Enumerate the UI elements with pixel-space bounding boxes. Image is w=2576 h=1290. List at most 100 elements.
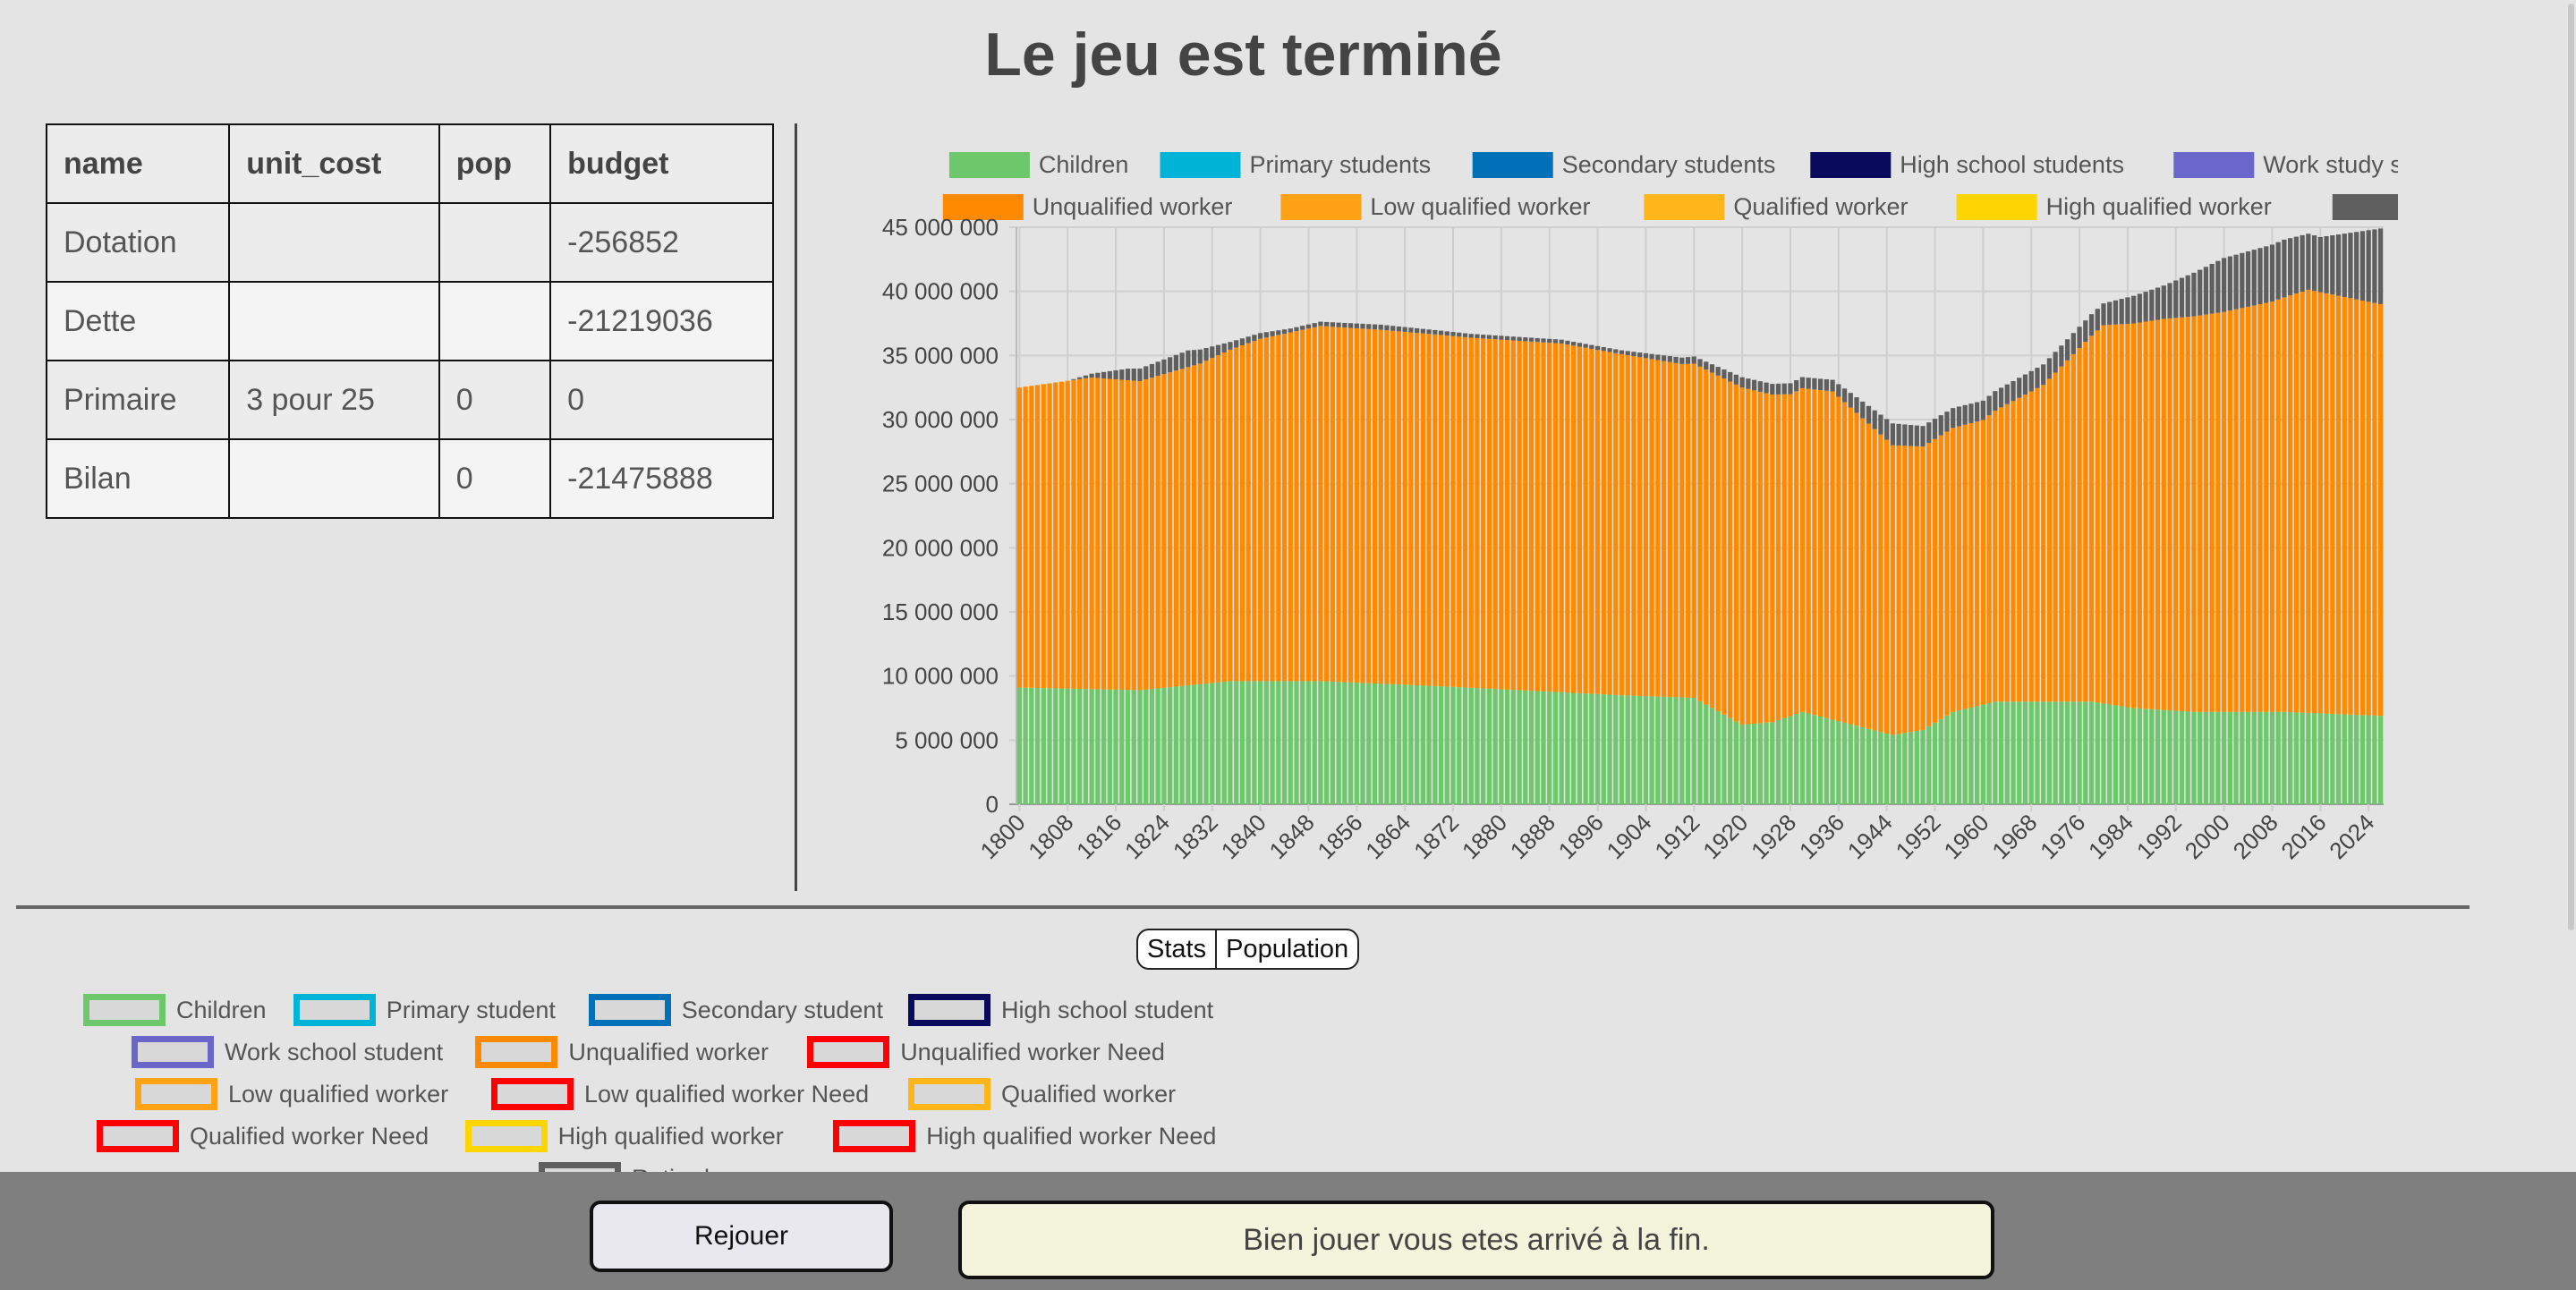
bar-segment: [1186, 367, 1191, 686]
scrollbar[interactable]: [2563, 0, 2576, 1172]
bar-segment: [1468, 337, 1474, 688]
bar-segment: [1197, 363, 1203, 684]
tab-population[interactable]: Population: [1215, 930, 1357, 968]
legend-swatch: [908, 994, 990, 1026]
bar-segment: [2300, 292, 2305, 713]
bar-segment: [2095, 330, 2100, 703]
bar-segment: [1830, 719, 1835, 804]
bar-segment: [1510, 690, 1516, 804]
bar-segment: [1415, 327, 1420, 334]
bar-segment: [2359, 300, 2366, 716]
bar-segment: [1908, 732, 1914, 804]
bar-segment: [2041, 385, 2046, 702]
replay-button[interactable]: Rejouer: [590, 1201, 893, 1272]
bar-segment: [1541, 342, 1546, 692]
bar-segment: [1757, 381, 1763, 392]
legend-item[interactable]: Unqualified worker Need: [807, 1036, 1165, 1068]
legend-item[interactable]: Low qualified worker: [135, 1078, 448, 1110]
bar-segment: [1433, 329, 1438, 335]
bar-segment: [1065, 380, 1070, 689]
bar-segment: [1854, 726, 1859, 804]
bar-segment: [2257, 711, 2263, 804]
bar-segment: [2149, 289, 2155, 321]
x-tick-label: 1952: [1891, 809, 1946, 864]
bar-segment: [1089, 689, 1094, 804]
bar-segment: [1058, 688, 1065, 804]
legend-item[interactable]: Unqualified worker: [475, 1036, 769, 1068]
bar-segment: [2022, 374, 2028, 395]
legend-label: Secondary students: [1562, 151, 1776, 178]
bar-segment: [1360, 328, 1365, 683]
bar-segment: [2167, 318, 2172, 711]
bar-segment: [1764, 393, 1769, 723]
bar-segment: [1806, 378, 1811, 389]
table-cell: Dette: [45, 281, 231, 361]
legend-item[interactable]: High qualified worker: [464, 1120, 784, 1152]
table-cell: -256852: [549, 202, 774, 283]
bar-segment: [1197, 683, 1203, 804]
legend-item[interactable]: Primary student: [293, 994, 556, 1026]
bar-segment: [1709, 364, 1715, 373]
legend-item[interactable]: Children: [83, 994, 267, 1026]
legend-item[interactable]: Qualified worker: [908, 1078, 1176, 1110]
bar-segment: [1125, 690, 1131, 804]
bar-segment: [1324, 321, 1330, 327]
bar-segment: [2293, 293, 2300, 713]
bar-segment: [2077, 348, 2082, 702]
bar-segment: [1854, 412, 1859, 726]
table-cell: Dotation: [45, 202, 231, 283]
bar-segment: [2137, 322, 2143, 709]
bar-segment: [1884, 733, 1890, 804]
bar-segment: [2269, 301, 2275, 712]
bar-segment: [2330, 235, 2335, 295]
bar-segment: [1270, 681, 1275, 804]
bar-segment: [1691, 356, 1696, 364]
bar-segment: [2155, 287, 2161, 320]
bar-segment: [1757, 723, 1763, 804]
scrollbar-thumb[interactable]: [2568, 4, 2574, 930]
legend-item[interactable]: Qualified worker Need: [97, 1120, 429, 1152]
legend-label: Children: [176, 996, 267, 1023]
bar-segment: [1450, 332, 1456, 336]
bar-segment: [1860, 401, 1866, 419]
bar-segment: [1402, 684, 1407, 804]
bar-segment: [1824, 390, 1829, 718]
bar-segment: [1993, 391, 1998, 411]
bar-segment: [1047, 688, 1052, 804]
bar-segment: [1390, 330, 1396, 684]
legend-swatch: [1644, 194, 1725, 220]
bar-segment: [1902, 424, 1908, 446]
bar-segment: [1053, 382, 1058, 689]
legend-item[interactable]: High school student: [908, 994, 1213, 1026]
bar-segment: [1841, 402, 1848, 723]
x-tick-label: 1872: [1408, 809, 1464, 864]
bar-segment: [1661, 361, 1667, 697]
bar-segment: [1775, 719, 1781, 804]
bar-segment: [1667, 356, 1672, 362]
legend-item[interactable]: Secondary student: [588, 994, 883, 1026]
legend-item[interactable]: Low qualified worker Need: [491, 1078, 869, 1110]
legend-label: High qualified worker: [557, 1122, 784, 1150]
tab-stats[interactable]: Stats: [1147, 935, 1207, 963]
bar-segment: [2070, 333, 2076, 354]
bar-segment: [1330, 681, 1336, 804]
bar-segment: [1475, 337, 1480, 689]
bar-segment: [1415, 333, 1420, 685]
bar-segment: [2119, 299, 2124, 325]
table-header-row: name unit_cost pop budget: [45, 123, 774, 204]
page-title: Le jeu est terminé: [984, 21, 1502, 89]
bar-segment: [1179, 685, 1185, 804]
bar-segment: [1944, 412, 1950, 432]
bar-segment: [1324, 681, 1330, 804]
bar-segment: [1077, 689, 1083, 804]
bar-segment: [1872, 429, 1877, 731]
bar-segment: [2155, 709, 2161, 804]
bar-segment: [1281, 333, 1288, 682]
bar-segment: [1552, 339, 1559, 344]
legend-item[interactable]: High qualified worker Need: [833, 1120, 1216, 1152]
bar-segment: [1095, 689, 1101, 804]
bar-segment: [2191, 272, 2197, 317]
bar-segment: [1252, 335, 1257, 342]
bar-segment: [2083, 342, 2088, 702]
legend-item[interactable]: Work school student: [132, 1036, 443, 1068]
